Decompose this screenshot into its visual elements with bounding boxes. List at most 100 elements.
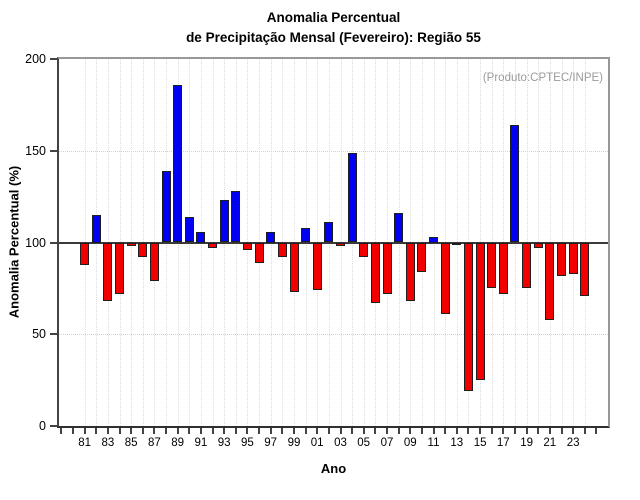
bar-2014	[463, 242, 473, 392]
x-tick	[420, 428, 423, 434]
bar-2003	[336, 242, 345, 247]
y-tick-label: 0	[39, 419, 46, 433]
chart-title-line2: de Precipitação Mensal (Fevereiro): Regi…	[186, 30, 481, 45]
bar-1984	[115, 242, 124, 294]
bar-2018	[510, 125, 520, 243]
horizontal-gridline	[59, 334, 608, 336]
bar-1981	[80, 242, 90, 265]
x-tick	[455, 428, 458, 434]
x-tick	[351, 428, 354, 434]
x-tick	[258, 428, 261, 434]
x-tick	[118, 428, 121, 434]
x-tick	[269, 428, 272, 434]
bar-1987	[149, 242, 159, 281]
x-tick-label: 07	[380, 437, 394, 449]
x-tick	[444, 428, 447, 434]
x-tick	[560, 428, 563, 434]
x-tick	[548, 428, 551, 434]
bar-1988	[161, 170, 171, 243]
x-tick	[490, 428, 493, 434]
source-annotation: (Produto:CPTEC/INPE)	[482, 72, 603, 84]
y-axis-title: Anomalia Percentual (%)	[6, 165, 22, 319]
chart-title: Anomalia Percentual de Precipitação Mens…	[57, 8, 610, 48]
bar-2007	[382, 242, 392, 294]
x-tick	[525, 428, 528, 434]
y-tick-label: 200	[25, 52, 46, 66]
bar-1999	[289, 242, 299, 292]
bar-1982	[91, 215, 101, 243]
x-tick-label: 21	[543, 437, 557, 449]
x-tick	[374, 428, 377, 434]
bar-1986	[138, 242, 148, 258]
bar-1991	[196, 231, 206, 243]
bar-2024	[580, 242, 590, 296]
x-tick	[397, 428, 400, 434]
x-tick	[199, 428, 202, 434]
bar-2016	[487, 242, 497, 289]
x-tick	[246, 428, 249, 434]
x-tick	[72, 428, 74, 434]
y-tick-label: 100	[25, 235, 46, 250]
x-tick	[165, 428, 167, 434]
y-tick	[50, 58, 57, 60]
x-tick-label: 15	[473, 437, 487, 449]
x-tick	[502, 428, 505, 434]
x-tick	[339, 428, 342, 434]
bar-2009	[405, 242, 415, 302]
x-tick-label: 91	[194, 437, 208, 449]
bar-2019	[522, 242, 532, 289]
x-tick-label: 97	[264, 437, 278, 449]
x-tick-label: 87	[147, 437, 161, 449]
x-axis-title: Ano	[320, 461, 347, 476]
x-tick	[513, 428, 516, 434]
x-tick-label: 13	[450, 437, 464, 449]
x-tick	[304, 428, 307, 434]
x-tick	[595, 428, 598, 434]
bar-1998	[277, 242, 287, 258]
bar-2021	[545, 242, 555, 320]
x-tick	[293, 428, 295, 434]
bar-2012	[440, 242, 450, 315]
bar-1993	[219, 200, 229, 243]
bar-1996	[254, 242, 264, 263]
y-tick-label: 150	[25, 143, 46, 158]
bar-2008	[394, 213, 404, 243]
bar-2020	[533, 242, 543, 248]
x-tick	[386, 428, 388, 434]
x-tick-label: 09	[403, 437, 417, 449]
bar-1989	[173, 84, 183, 243]
x-tick-label: 23	[566, 437, 580, 449]
x-tick-label: 05	[357, 437, 371, 449]
y-tick	[50, 149, 57, 152]
x-tick	[327, 428, 330, 434]
x-tick	[316, 428, 319, 434]
x-tick-label: 95	[240, 437, 254, 449]
bar-2023	[568, 242, 578, 274]
x-tick	[188, 428, 191, 434]
chart-title-line1: Anomalia Percentual	[266, 10, 401, 25]
x-tick	[537, 428, 540, 434]
bar-2000	[301, 227, 311, 243]
x-tick	[83, 428, 86, 434]
x-tick	[409, 428, 412, 434]
bar-2006	[370, 242, 380, 304]
x-tick-label: 89	[171, 437, 184, 449]
x-tick	[106, 428, 109, 434]
bar-1983	[103, 242, 113, 302]
x-tick	[211, 428, 214, 434]
x-tick	[153, 428, 156, 434]
x-tick-label: 83	[101, 437, 115, 449]
x-tick	[362, 428, 365, 434]
bar-2004	[347, 152, 357, 243]
x-tick	[583, 428, 586, 434]
x-tick	[60, 428, 63, 434]
x-tick-label: 11	[427, 437, 440, 449]
x-tick-label: 81	[78, 437, 91, 449]
bar-1985	[126, 242, 136, 247]
x-tick-label: 03	[334, 437, 347, 449]
bar-1990	[184, 216, 194, 243]
bar-1995	[242, 242, 252, 250]
x-tick	[234, 428, 237, 434]
x-tick-label: 85	[124, 437, 138, 449]
